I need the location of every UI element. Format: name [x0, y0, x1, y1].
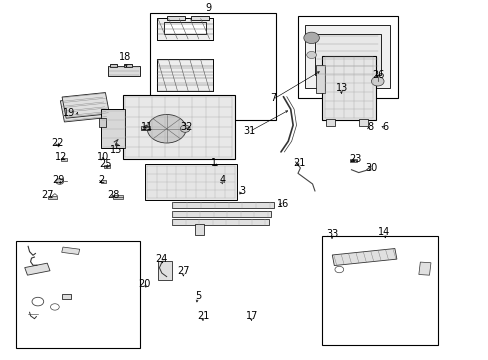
Bar [61, 247, 80, 255]
Circle shape [303, 32, 319, 44]
Text: 17: 17 [245, 311, 258, 321]
Text: 4: 4 [219, 175, 225, 185]
Bar [104, 166, 110, 168]
Bar [48, 196, 57, 199]
Bar [358, 119, 367, 126]
Bar [314, 34, 380, 75]
Bar [325, 119, 334, 126]
Bar [297, 17, 397, 98]
Text: 15: 15 [109, 145, 122, 155]
Text: 32: 32 [180, 122, 192, 132]
Bar [101, 109, 125, 148]
Circle shape [56, 179, 63, 184]
Bar [149, 13, 276, 120]
Text: 21: 21 [292, 158, 305, 168]
Text: 28: 28 [107, 190, 119, 200]
Bar [157, 18, 212, 40]
Text: 10: 10 [97, 152, 109, 162]
Text: 22: 22 [51, 138, 63, 148]
Text: 27: 27 [177, 266, 189, 276]
Circle shape [306, 51, 316, 59]
Bar [158, 261, 171, 280]
Text: 6: 6 [382, 122, 388, 132]
Bar [141, 126, 150, 130]
Text: 2: 2 [98, 175, 104, 185]
Text: 24: 24 [155, 254, 168, 264]
Text: 5: 5 [195, 291, 201, 301]
Bar [99, 118, 106, 127]
Bar [157, 18, 212, 40]
Bar [316, 64, 325, 93]
Bar [322, 56, 375, 120]
Text: 27: 27 [41, 190, 54, 200]
Text: 31: 31 [243, 126, 255, 135]
Bar [25, 263, 50, 275]
Bar [332, 248, 396, 266]
Text: 3: 3 [239, 186, 244, 196]
Text: 16: 16 [277, 199, 289, 208]
Text: 12: 12 [54, 152, 67, 162]
Text: 1: 1 [211, 158, 217, 168]
Bar [110, 64, 117, 67]
Text: 30: 30 [365, 163, 377, 173]
Bar [157, 59, 212, 91]
Bar [101, 180, 106, 183]
Bar [108, 66, 140, 76]
Bar [191, 16, 209, 20]
Bar [164, 22, 205, 34]
Bar [113, 195, 122, 199]
Text: 23: 23 [348, 154, 361, 164]
Text: 29: 29 [53, 175, 65, 185]
Text: 33: 33 [325, 229, 338, 239]
Bar [122, 95, 234, 159]
Bar [124, 64, 131, 67]
Bar [16, 241, 140, 348]
Bar [60, 96, 107, 122]
Text: 19: 19 [63, 108, 76, 118]
Text: 18: 18 [119, 53, 131, 63]
Bar [305, 26, 389, 88]
Text: 20: 20 [139, 279, 151, 289]
Bar [350, 159, 357, 162]
Text: 26: 26 [371, 70, 384, 80]
Bar [157, 59, 212, 91]
Text: 7: 7 [270, 94, 276, 103]
Bar [166, 16, 185, 20]
Text: 9: 9 [204, 3, 211, 13]
Bar [171, 211, 271, 217]
Text: 8: 8 [366, 122, 372, 132]
Circle shape [371, 77, 383, 86]
Bar [144, 165, 237, 200]
Text: 13: 13 [335, 83, 347, 93]
Circle shape [147, 114, 186, 143]
Text: 14: 14 [378, 227, 390, 237]
Bar [62, 294, 71, 299]
Bar [171, 219, 268, 225]
Circle shape [180, 125, 190, 132]
Text: 11: 11 [141, 122, 153, 132]
Bar [418, 262, 430, 275]
Text: 21: 21 [197, 311, 209, 321]
Bar [62, 93, 109, 118]
Bar [171, 202, 273, 208]
Bar [195, 224, 203, 235]
Bar [61, 158, 66, 161]
Bar [322, 236, 437, 346]
Text: 25: 25 [100, 159, 112, 170]
